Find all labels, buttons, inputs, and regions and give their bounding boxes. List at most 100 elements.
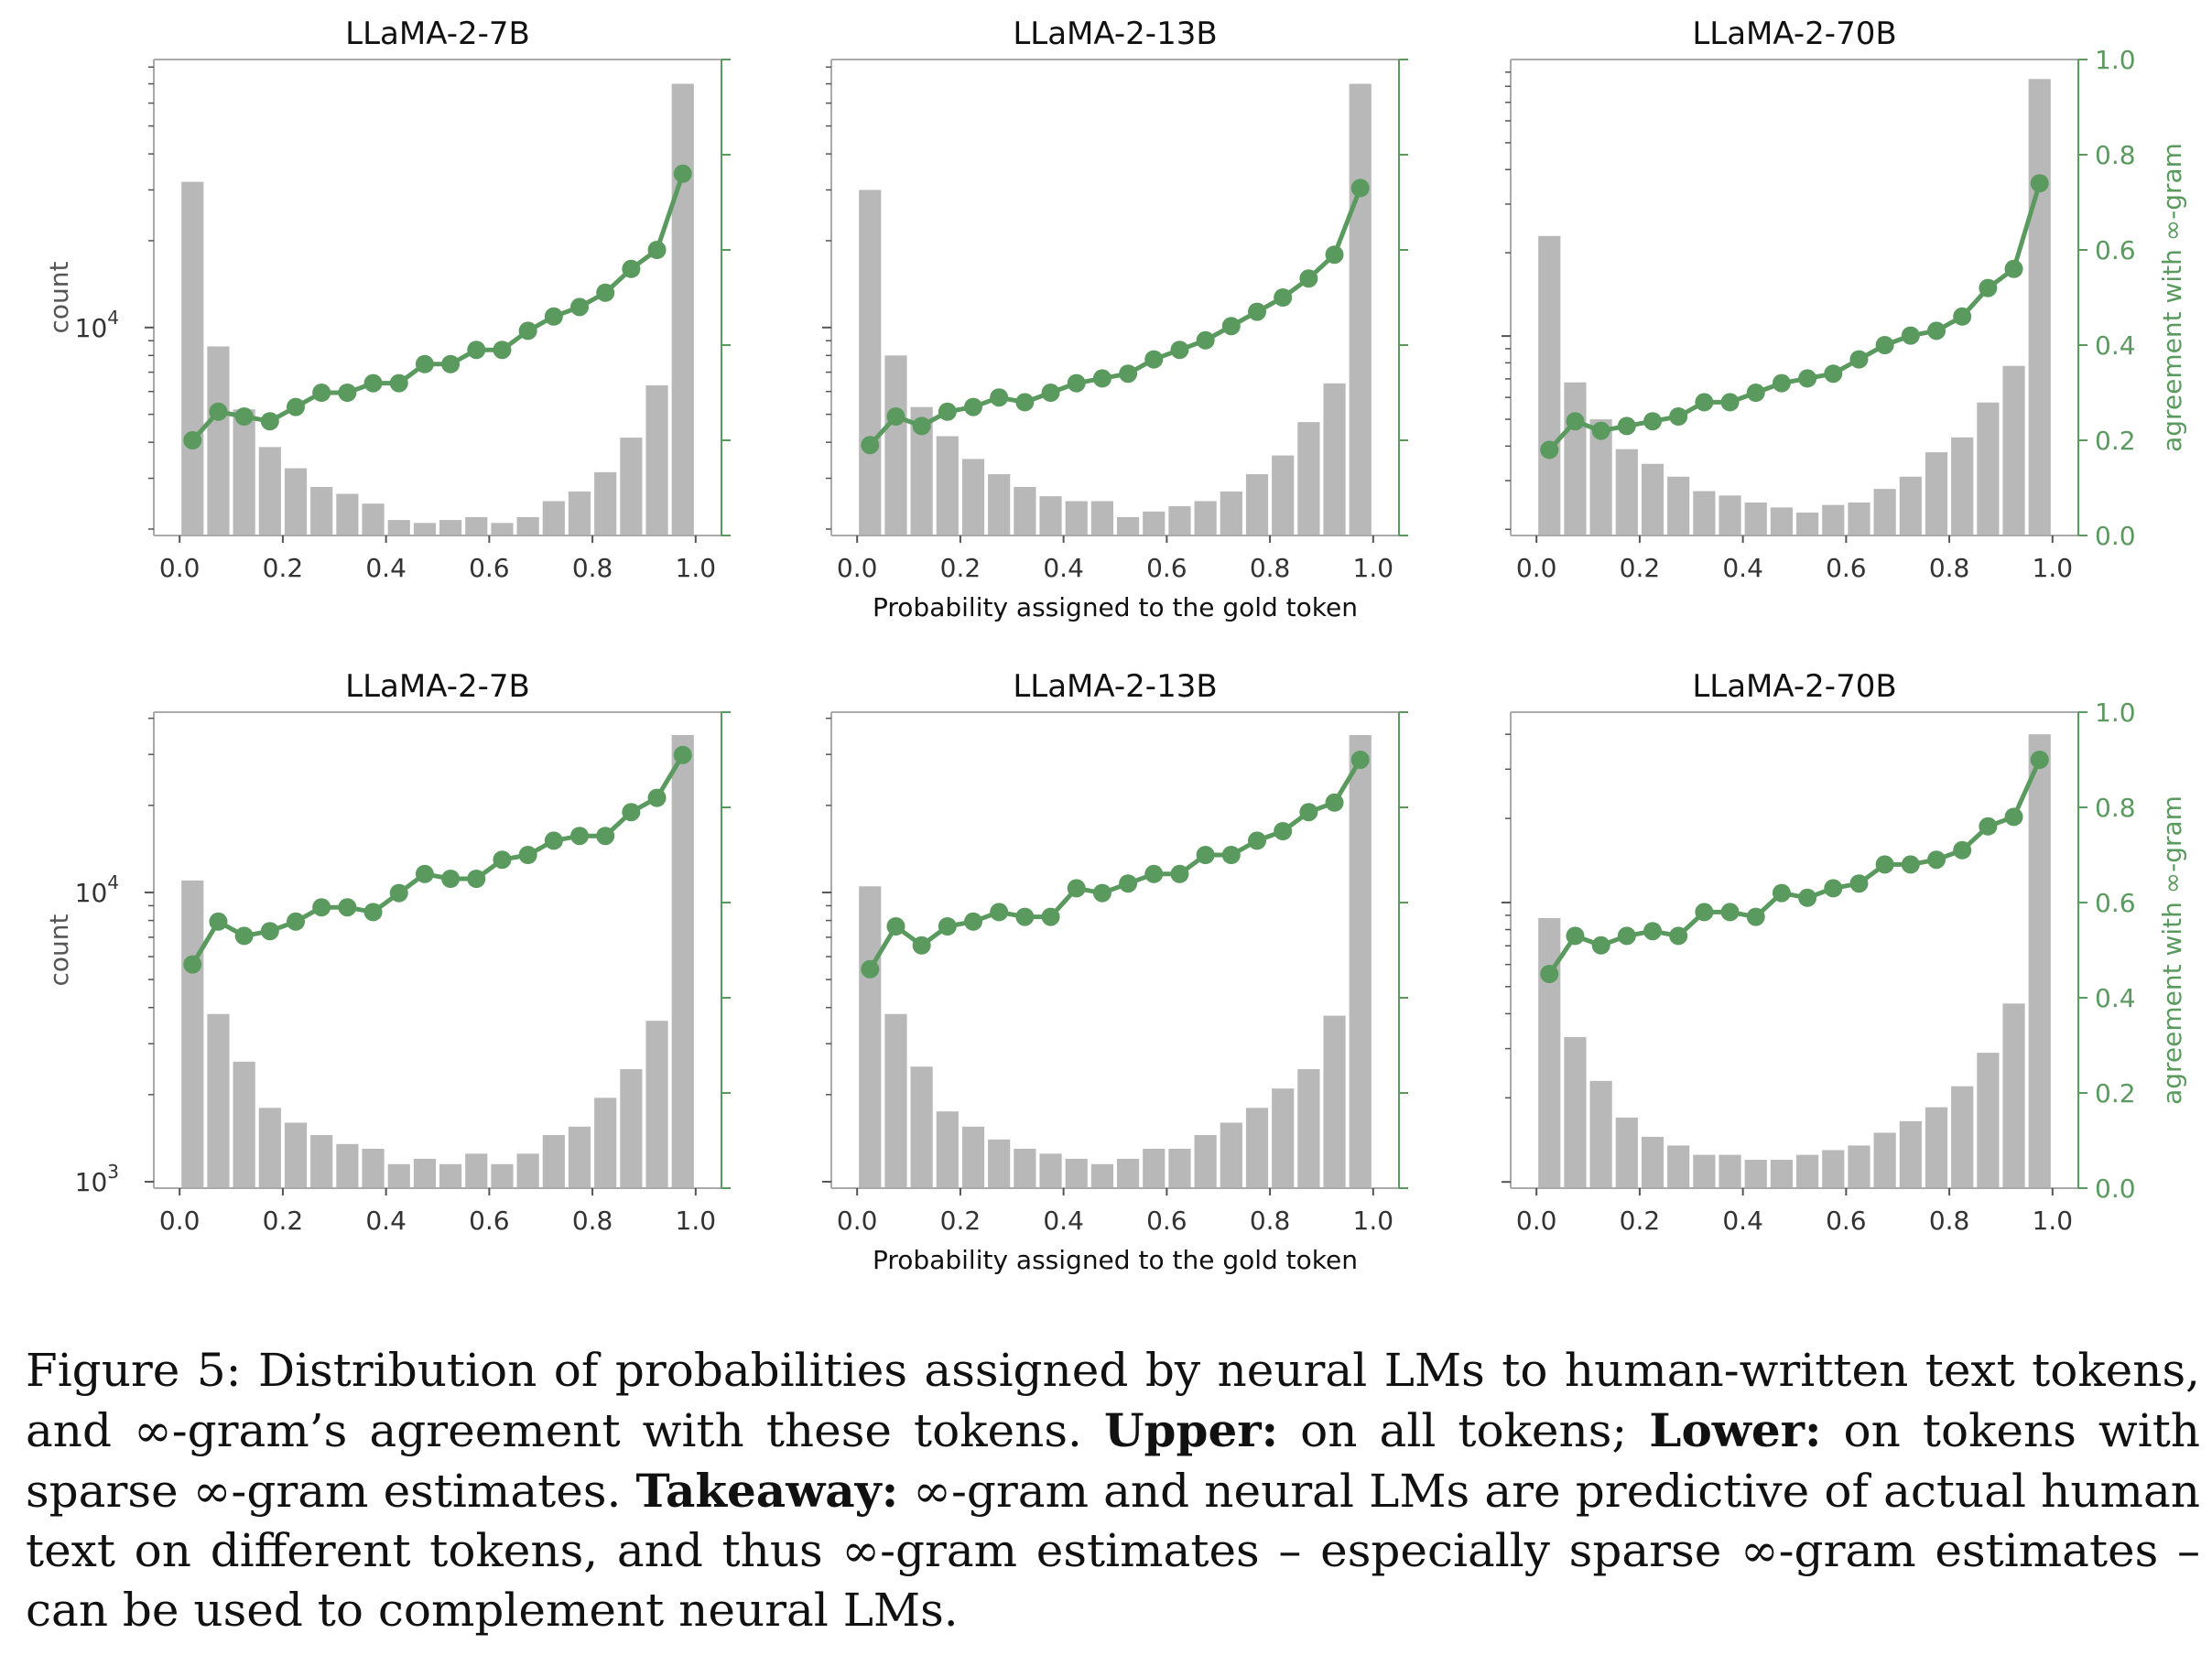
agreement-marker <box>912 416 931 436</box>
histogram-bar <box>2028 734 2051 1188</box>
right-tick-label: 0.0 <box>2095 521 2136 551</box>
histogram-bar <box>671 83 694 535</box>
agreement-marker <box>415 864 434 883</box>
histogram-bar <box>207 346 230 535</box>
histogram-bar <box>1719 495 1741 535</box>
agreement-marker <box>544 307 563 326</box>
agreement-marker <box>1248 831 1266 850</box>
agreement-marker <box>1669 926 1688 946</box>
histogram-bar <box>1323 1015 1346 1188</box>
x-tick-label: 0.0 <box>837 553 878 583</box>
histogram-bar <box>936 1111 959 1188</box>
histogram-bar <box>884 355 907 535</box>
left-tick-exponent: 4 <box>107 871 119 893</box>
histogram-bar <box>181 880 204 1188</box>
agreement-marker <box>1299 269 1318 288</box>
right-tick-label: 0.6 <box>2095 235 2136 265</box>
agreement-marker <box>1695 903 1714 922</box>
histogram-bar <box>413 1158 436 1188</box>
histogram-bar <box>362 503 385 535</box>
agreement-marker <box>1824 364 1843 384</box>
histogram-bar <box>1117 516 1140 535</box>
agreement-marker <box>1720 903 1740 922</box>
histogram-bar <box>439 520 462 535</box>
agreement-marker <box>1540 965 1559 983</box>
agreement-marker <box>1170 341 1189 360</box>
agreement-marker <box>2004 807 2023 827</box>
agreement-marker <box>493 850 512 870</box>
caption-figure-label: Figure 5: <box>26 1344 242 1397</box>
histogram-bar <box>1615 449 1638 535</box>
histogram-bar <box>1039 496 1062 535</box>
histogram-bar <box>1796 512 1819 535</box>
agreement-marker <box>1092 883 1111 903</box>
x-tick-label: 0.4 <box>1722 1206 1763 1236</box>
agreement-marker <box>1824 879 1843 898</box>
x-tick-label: 0.8 <box>572 1206 613 1236</box>
x-tick-label: 0.6 <box>1146 553 1187 583</box>
histogram-bar <box>645 385 668 535</box>
agreement-marker <box>1979 278 1998 297</box>
histogram-bar <box>1848 1145 1870 1188</box>
agreement-marker <box>389 883 408 903</box>
histogram-bar <box>284 468 308 535</box>
histogram-bar <box>859 189 882 535</box>
x-tick-label: 0.4 <box>1043 553 1084 583</box>
agreement-marker <box>1772 883 1791 903</box>
x-tick-label: 0.4 <box>365 1206 407 1236</box>
left-tick-label: 104 <box>75 307 119 343</box>
x-tick-label: 0.6 <box>1146 1206 1187 1236</box>
histogram-bar <box>1693 491 1716 535</box>
histogram-bar <box>207 1013 230 1188</box>
agreement-marker <box>1015 393 1035 412</box>
histogram-bar <box>1143 1148 1166 1188</box>
agreement-marker <box>1144 350 1164 369</box>
histogram-bar <box>1641 463 1664 535</box>
histogram-bar <box>1065 1158 1088 1188</box>
agreement-marker <box>2030 751 2049 769</box>
x-axis-label: Probability assigned to the gold token <box>873 592 1358 622</box>
histogram-bar <box>594 471 617 535</box>
agreement-marker <box>1221 846 1241 864</box>
agreement-marker <box>363 903 383 922</box>
agreement-marker <box>1566 926 1585 946</box>
histogram-bar <box>620 438 643 535</box>
histogram-bar <box>1770 1160 1793 1188</box>
agreement-marker <box>622 803 641 822</box>
histogram-bar <box>936 436 959 535</box>
agreement-marker <box>183 955 202 974</box>
caption-upper-label: Upper: <box>1103 1403 1279 1457</box>
x-tick-label: 0.0 <box>159 553 201 583</box>
left-axis-label: count <box>44 261 74 333</box>
agreement-marker <box>1772 373 1791 393</box>
agreement-marker <box>1067 879 1086 898</box>
right-tick-label: 0.0 <box>2095 1174 2136 1204</box>
histogram-bar <box>2002 1003 2025 1188</box>
caption-lower-label: Lower: <box>1649 1403 1822 1457</box>
histogram-bar <box>1951 1086 1974 1188</box>
x-tick-label: 0.0 <box>159 1206 201 1236</box>
agreement-marker <box>1041 384 1060 402</box>
agreement-marker <box>363 373 383 393</box>
histogram-bar <box>1220 1122 1242 1188</box>
agreement-marker <box>1875 855 1894 874</box>
agreement-marker <box>1170 864 1189 883</box>
histogram-bar <box>671 735 694 1188</box>
agreement-marker <box>441 354 461 373</box>
histogram-bar <box>1090 1163 1113 1188</box>
subplot-lower-3: 0.0 0.2 0.4 0.6 0.8 1.0 0.0 0.2 0.4 0.6 0.8 1.0 LLaM… <box>1502 668 2187 1236</box>
histogram-bar <box>1744 502 1767 535</box>
agreement-marker <box>1299 803 1318 822</box>
agreement-marker <box>287 912 305 931</box>
histogram-bar <box>1925 1107 1948 1188</box>
histogram-bar <box>542 501 565 535</box>
histogram-bar <box>988 1139 1011 1188</box>
agreement-marker <box>886 917 905 936</box>
agreement-marker <box>1274 288 1293 307</box>
histogram-bar <box>1899 476 1922 535</box>
x-tick-label: 1.0 <box>676 1206 717 1236</box>
agreement-marker <box>1119 364 1138 384</box>
histogram-bar <box>491 523 514 535</box>
right-axis-label: agreement with ∞-gram <box>2157 795 2187 1105</box>
